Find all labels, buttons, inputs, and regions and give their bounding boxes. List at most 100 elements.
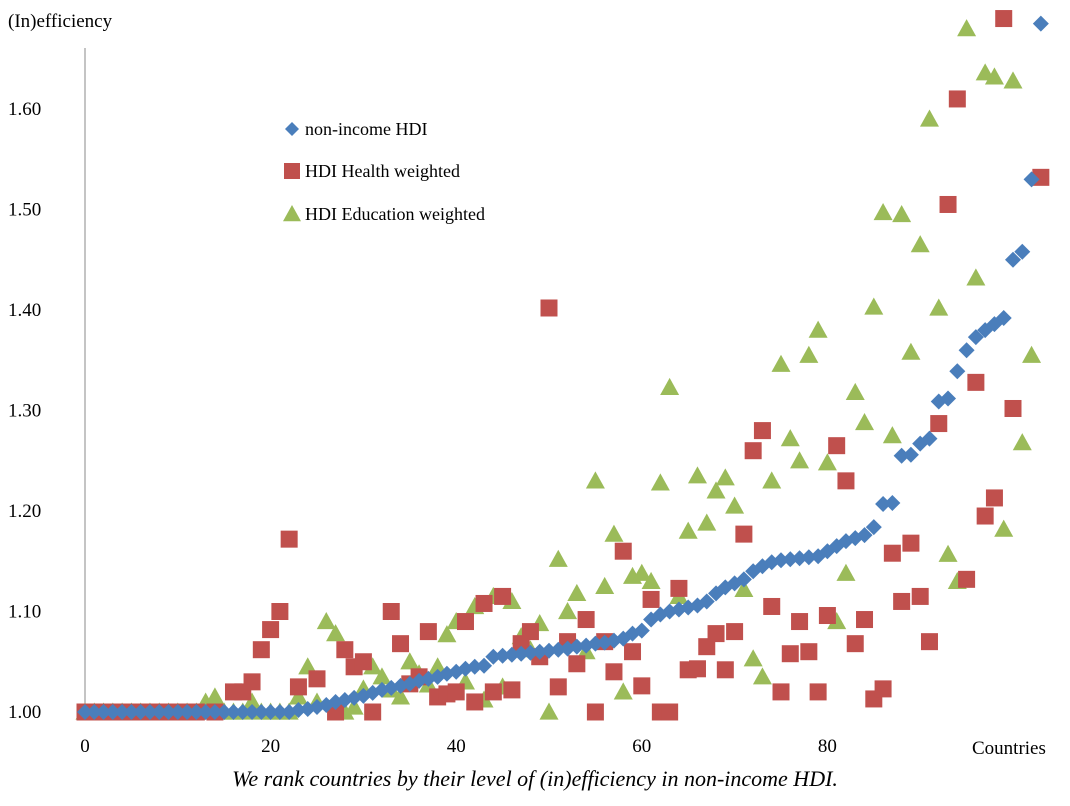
data-point-diamond [104, 704, 121, 720]
data-point-square [874, 680, 892, 698]
data-point-square [985, 489, 1003, 507]
legend-marker-square [284, 163, 300, 179]
data-point-triangle [585, 471, 605, 489]
data-point-triangle [650, 473, 670, 491]
legend-item-hdi-health-weighted: HDI Health weighted [284, 161, 460, 181]
data-point-triangle [697, 513, 717, 531]
legend-marker-triangle [283, 205, 301, 222]
legend-marker-diamond [285, 122, 299, 136]
data-point-square [1004, 399, 1022, 417]
data-point-square [614, 542, 632, 560]
data-point-triangle [966, 268, 986, 286]
data-point-triangle [326, 624, 346, 642]
x-axis-title: Countries [972, 738, 1046, 759]
data-point-diamond [216, 704, 233, 720]
data-point-diamond [151, 704, 168, 720]
data-point-square [744, 442, 762, 460]
data-point-diamond [902, 446, 919, 463]
data-point-square [772, 683, 790, 701]
data-point-triangle [205, 687, 225, 705]
data-point-triangle [752, 667, 772, 685]
y-tick-label: 1.50 [8, 200, 41, 221]
y-tick-label: 1.60 [8, 99, 41, 120]
data-point-diamond [225, 704, 242, 720]
data-point-square [902, 534, 920, 552]
data-point-triangle [873, 203, 893, 221]
data-point-diamond [940, 390, 957, 407]
data-point-square [336, 641, 354, 659]
data-point-square [911, 587, 929, 605]
data-point-triangle [539, 702, 559, 720]
data-point-square [939, 195, 957, 213]
data-point-triangle [706, 481, 726, 499]
series-diamond-points [77, 15, 1049, 720]
data-point-triangle [836, 563, 856, 581]
data-point-triangle [984, 67, 1004, 85]
data-point-square [818, 607, 836, 625]
data-point-triangle [604, 524, 624, 542]
data-point-square [243, 673, 261, 691]
data-point-diamond [1032, 15, 1049, 32]
data-point-triangle [901, 342, 921, 360]
data-point-diamond [568, 638, 585, 655]
y-tick-label: 1.40 [8, 300, 41, 321]
data-point-triangle [919, 109, 939, 127]
data-point-square [920, 633, 938, 651]
data-point-square [781, 645, 799, 663]
data-point-square [392, 635, 410, 653]
data-point-square [948, 90, 966, 108]
data-point-diamond [485, 648, 502, 665]
data-point-triangle [725, 496, 745, 514]
data-point-diamond [466, 658, 483, 675]
data-point-diamond [114, 704, 131, 720]
data-point-square [698, 638, 716, 656]
data-point-triangle [1022, 345, 1042, 363]
data-point-diamond [958, 342, 975, 359]
data-point-diamond [1005, 251, 1021, 268]
x-tick-label: 40 [447, 736, 466, 757]
data-point-diamond [513, 645, 530, 662]
data-point-square [967, 373, 985, 391]
data-point-square [466, 693, 484, 711]
data-point-triangle [864, 297, 884, 315]
data-point-triangle [400, 652, 420, 670]
data-point-square [846, 635, 864, 653]
data-point-triangle [827, 612, 847, 630]
data-point-diamond [206, 704, 223, 720]
data-point-diamond [86, 704, 103, 720]
data-point-square [837, 472, 855, 490]
data-points [75, 10, 1050, 721]
data-point-square [503, 681, 521, 699]
data-point-triangle [882, 426, 902, 444]
legend-item-non-income-hdi: non-income HDI [285, 119, 427, 139]
data-point-diamond [234, 704, 251, 720]
data-point-triangle [790, 451, 810, 469]
data-point-square [494, 587, 512, 605]
data-point-square [670, 579, 688, 597]
data-point-square [447, 683, 465, 701]
legend: non-income HDI HDI Health weighted HDI E… [283, 119, 485, 224]
data-point-diamond [476, 657, 493, 674]
data-point-square [280, 530, 298, 548]
data-point-diamond [541, 642, 557, 659]
data-point-square [289, 678, 307, 696]
scatter-chart: (In)efficiency Countries 1.00 1.10 1.20 1.3… [8, 10, 1050, 759]
data-point-square [856, 611, 874, 629]
data-point-triangle [288, 687, 308, 705]
data-point-triangle [632, 563, 652, 581]
data-point-square [549, 678, 567, 696]
data-point-square [521, 623, 539, 641]
data-point-triangle [641, 571, 661, 589]
data-point-diamond [531, 643, 548, 660]
x-tick-label: 0 [80, 736, 90, 757]
y-tick-label: 1.10 [8, 602, 41, 623]
x-tick-label: 60 [632, 736, 651, 757]
data-point-diamond [271, 704, 288, 720]
data-point-diamond [633, 622, 650, 639]
data-point-triangle [678, 521, 698, 539]
y-axis-title: (In)efficiency [8, 11, 113, 32]
data-point-triangle [1003, 71, 1023, 89]
data-point-square [642, 590, 660, 608]
data-point-triangle [808, 320, 828, 338]
data-point-square [735, 525, 753, 543]
